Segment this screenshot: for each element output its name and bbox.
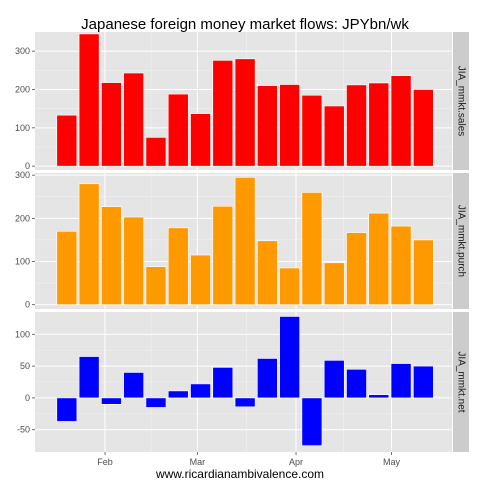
panel-jia-mmkt-purch: 0 100 200 300 JIA_mmkt.purch — [15, 170, 469, 310]
bar — [190, 383, 211, 399]
y-tick-label: 0 — [25, 300, 30, 310]
x-tick-label: Mar — [190, 457, 206, 467]
bar — [413, 89, 434, 167]
y-tick-label: 300 — [15, 170, 30, 180]
y-tick-label: -50 — [17, 425, 30, 435]
bar — [167, 227, 189, 305]
bar — [346, 232, 367, 305]
x-tick-label: Apr — [289, 457, 303, 467]
bar — [301, 94, 323, 167]
y-tick-label: 300 — [15, 46, 30, 56]
panels-layer: 0 100 200 300 JIA_mmkt.sales 0 100 200 300 JIA_mm… — [15, 32, 469, 467]
y-tick-label: 200 — [15, 85, 30, 95]
y-tick-label: 200 — [15, 213, 30, 223]
bar — [123, 216, 145, 305]
x-tick-label: Feb — [97, 457, 113, 467]
bar — [190, 113, 211, 167]
bar — [101, 397, 122, 405]
panel-strip — [453, 312, 469, 452]
bar — [234, 177, 256, 305]
bar — [145, 397, 167, 408]
bar — [56, 114, 78, 167]
bar — [212, 367, 234, 399]
bar — [279, 84, 300, 167]
bar — [234, 58, 256, 167]
bar — [56, 230, 78, 305]
y-tick-label: 50 — [20, 361, 30, 371]
bar — [212, 60, 234, 167]
bar — [279, 267, 300, 305]
bar — [390, 225, 412, 305]
bar — [413, 365, 434, 399]
bar — [346, 84, 367, 167]
panel-strip-label: JIA_mmkt.purch — [455, 205, 466, 277]
bar — [257, 85, 278, 167]
bar — [368, 394, 390, 399]
panel-strip — [453, 32, 469, 170]
bar — [78, 356, 100, 399]
x-axis-label: www.ricardianambivalence.com — [155, 467, 324, 480]
panel-strip — [453, 173, 469, 309]
bar — [101, 82, 122, 167]
bar — [323, 360, 345, 399]
x-tick-label: May — [383, 457, 401, 467]
y-tick-label: 0 — [25, 393, 30, 403]
bar — [212, 205, 234, 305]
bar — [167, 390, 189, 399]
y-tick-label: 100 — [15, 329, 30, 339]
bar — [123, 72, 145, 167]
chart-title: Japanese foreign money market flows: JPY… — [81, 16, 409, 33]
bar — [234, 397, 256, 408]
y-tick-label: 0 — [25, 161, 30, 171]
bar — [101, 206, 122, 305]
bar — [390, 363, 412, 399]
bar — [145, 137, 167, 167]
panel-strip-label: JIA_mmkt.sales — [455, 66, 466, 137]
y-tick-label: 100 — [15, 123, 30, 133]
panel-jia-mmkt-sales: 0 100 200 300 JIA_mmkt.sales — [15, 32, 469, 171]
bar — [301, 397, 323, 446]
bar — [368, 212, 390, 305]
bar — [56, 397, 78, 422]
bar — [368, 82, 390, 167]
bar — [413, 239, 434, 305]
panel-strip-label: JIA_mmkt.net — [455, 351, 466, 412]
bar — [279, 316, 300, 399]
y-tick-label: 100 — [15, 257, 30, 267]
bar — [123, 372, 145, 399]
bar — [301, 192, 323, 305]
bar — [78, 33, 100, 167]
panel-jia-mmkt-net: -50 0 50 100 JIA_mmkt.net Feb Mar Apr May — [15, 312, 469, 467]
bar — [390, 75, 412, 167]
bar — [257, 240, 278, 305]
bar — [190, 254, 211, 305]
bar — [145, 266, 167, 305]
bar — [323, 105, 345, 167]
bar — [78, 183, 100, 305]
bar — [323, 262, 345, 305]
bar — [346, 368, 367, 399]
bar — [257, 358, 278, 399]
bar — [167, 93, 189, 167]
